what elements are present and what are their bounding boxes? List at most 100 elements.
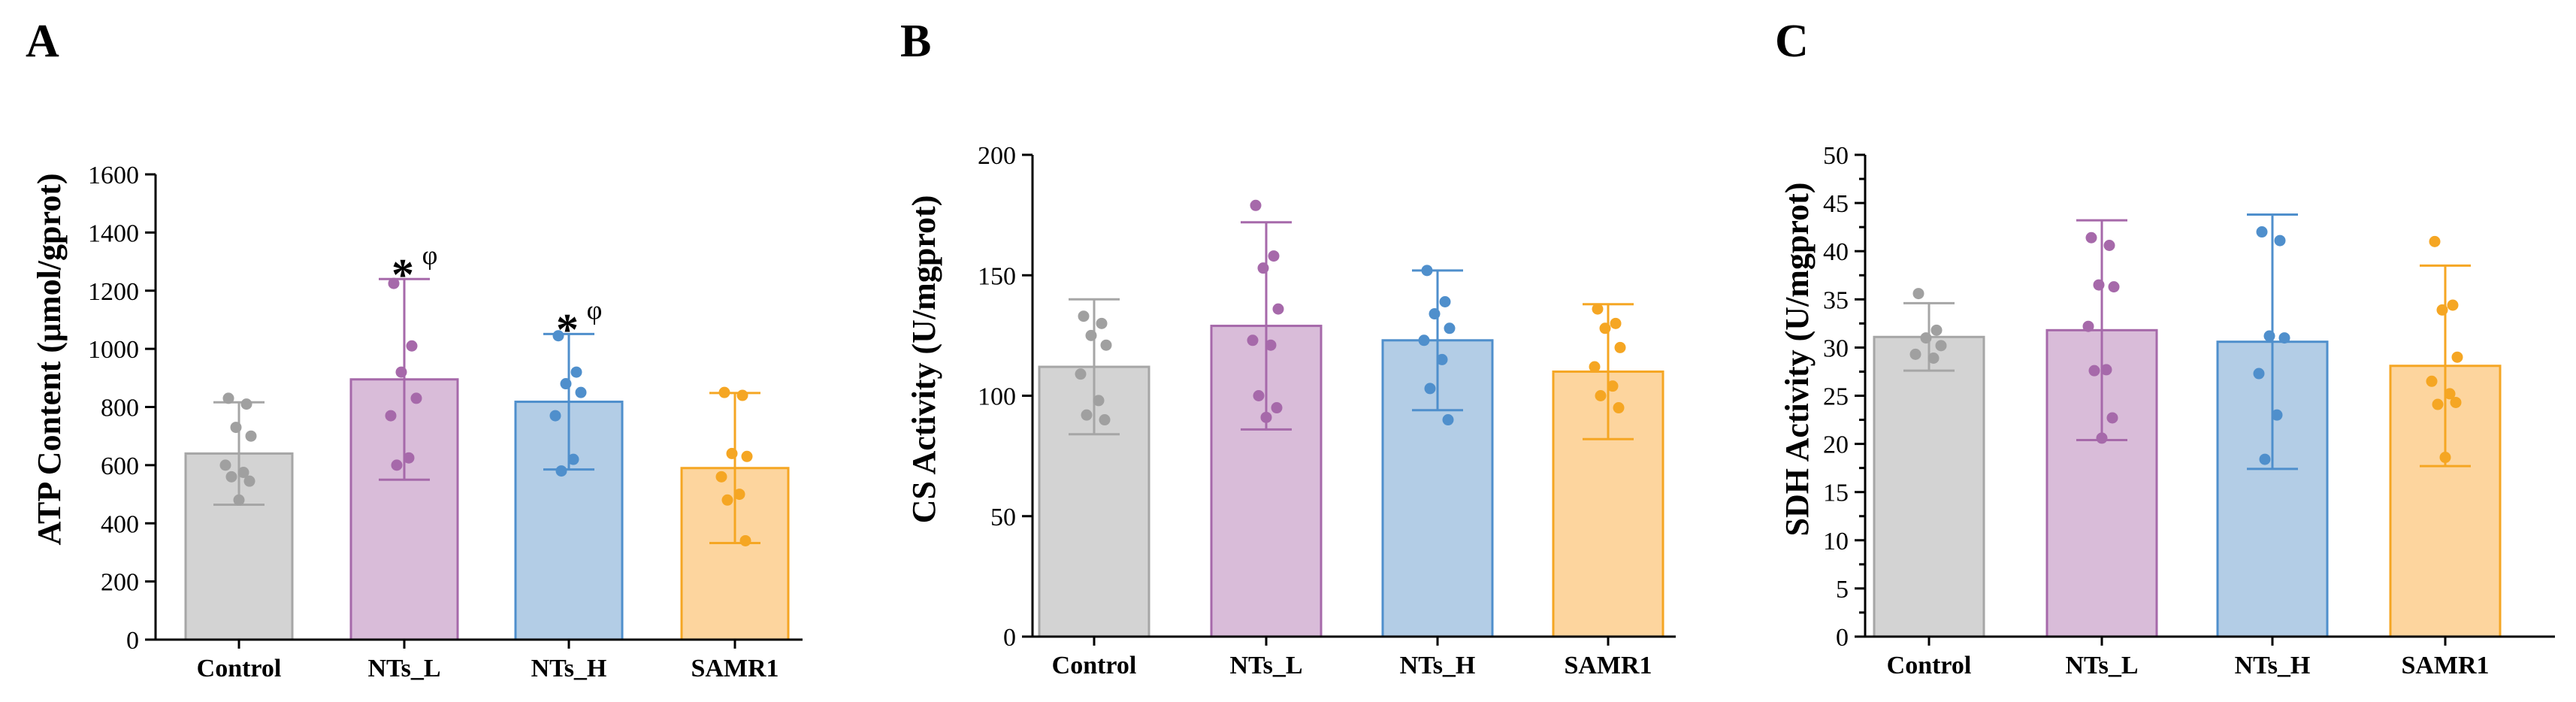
x-tick-label-samr1: SAMR1 bbox=[1564, 652, 1652, 679]
data-point bbox=[1429, 308, 1441, 320]
y-axis-title-b: CS Activity (U/mgprot) bbox=[906, 195, 942, 524]
data-point bbox=[1093, 395, 1105, 407]
data-point bbox=[739, 534, 751, 546]
x-tick-label-nts-l: NTs_L bbox=[2065, 652, 2138, 679]
y-tick-label: 200 bbox=[101, 569, 139, 597]
data-point bbox=[570, 366, 582, 378]
data-point bbox=[1589, 361, 1601, 373]
significance-phi-nts-h: φ bbox=[587, 295, 603, 325]
y-tick-label: 15 bbox=[1823, 480, 1849, 507]
panel-letter-b: B bbox=[900, 16, 931, 67]
data-point bbox=[1257, 262, 1269, 274]
data-point bbox=[1265, 339, 1277, 351]
y-tick-label: 10 bbox=[1823, 528, 1849, 555]
x-tick-label-nts-l: NTs_L bbox=[367, 655, 440, 682]
significance-star-nts-l: * bbox=[392, 250, 414, 299]
y-tick-label: 0 bbox=[1836, 624, 1849, 652]
y-tick-label: 100 bbox=[978, 383, 1016, 411]
data-point bbox=[1909, 348, 1921, 360]
bar-control bbox=[1873, 335, 1985, 638]
x-tick-label-samr1: SAMR1 bbox=[2401, 652, 2489, 679]
data-point bbox=[2444, 388, 2456, 400]
data-point bbox=[1912, 288, 1924, 300]
data-point bbox=[2278, 332, 2290, 344]
data-point bbox=[1418, 334, 1430, 346]
y-tick-label: 1600 bbox=[88, 162, 139, 189]
data-point bbox=[1081, 409, 1093, 421]
data-point bbox=[245, 430, 257, 442]
data-point bbox=[726, 447, 738, 459]
data-point bbox=[1930, 324, 1943, 336]
y-tick-label: 50 bbox=[990, 504, 1016, 531]
data-point bbox=[1247, 334, 1259, 346]
data-point bbox=[552, 330, 564, 342]
data-point bbox=[1099, 414, 1111, 426]
x-tick-label-nts-h: NTs_H bbox=[2235, 652, 2311, 679]
data-point bbox=[395, 366, 407, 378]
y-tick-label: 200 bbox=[978, 142, 1016, 170]
x-tick-label-nts-h: NTs_H bbox=[1400, 652, 1476, 679]
data-point bbox=[1613, 402, 1625, 414]
data-point bbox=[1078, 310, 1090, 322]
y-tick-label: 40 bbox=[1823, 238, 1849, 266]
y-tick-label: 600 bbox=[101, 452, 139, 480]
data-point bbox=[1250, 199, 1262, 211]
data-point bbox=[2253, 368, 2265, 380]
data-point bbox=[2088, 365, 2100, 377]
data-point bbox=[2447, 299, 2459, 311]
data-point bbox=[2450, 396, 2462, 408]
data-point bbox=[1096, 317, 1108, 329]
x-tick-label-nts-l: NTs_L bbox=[1229, 652, 1302, 679]
data-point bbox=[222, 392, 234, 404]
y-tick-label: 800 bbox=[101, 395, 139, 422]
y-tick-label: 1200 bbox=[88, 278, 139, 306]
data-point bbox=[2429, 235, 2441, 247]
data-point bbox=[2096, 432, 2108, 444]
panel-c: C SDH Activity (U/mgprot) 0 5 10 15 20 25 30 35… bbox=[1775, 16, 2555, 679]
y-axis-title-a: ATP Content (μmol/gprot) bbox=[31, 173, 68, 545]
data-point bbox=[736, 389, 748, 401]
data-point bbox=[2426, 375, 2438, 387]
bar-samr1 bbox=[680, 467, 790, 641]
data-point bbox=[230, 422, 242, 434]
data-point bbox=[1927, 353, 1940, 365]
data-point bbox=[1599, 322, 1611, 334]
y-tick-label: 35 bbox=[1823, 286, 1849, 314]
data-point bbox=[2271, 409, 2283, 421]
significance-star-nts-h: * bbox=[556, 304, 579, 354]
x-tick-label-control: Control bbox=[1887, 652, 1972, 679]
y-tick-label: 150 bbox=[978, 262, 1016, 290]
significance-phi-nts-l: φ bbox=[422, 240, 438, 270]
y-tick-label: 400 bbox=[101, 510, 139, 538]
panel-a: A ATP Content (μmol/gprot) 0 200 400 600 800… bbox=[26, 16, 803, 682]
data-point bbox=[1442, 414, 1454, 426]
y-tick-label: 1000 bbox=[88, 336, 139, 364]
y-tick-label: 1400 bbox=[88, 219, 139, 247]
data-point bbox=[2103, 240, 2115, 252]
panel-b: B CS Activity (U/mgprot) 0 50 100 150 200 Co… bbox=[900, 16, 1676, 679]
data-point bbox=[240, 398, 252, 410]
data-point bbox=[1085, 329, 1097, 341]
data-point bbox=[2263, 330, 2275, 342]
y-tick-label: 0 bbox=[126, 627, 139, 655]
data-point bbox=[2082, 320, 2094, 332]
data-point bbox=[243, 475, 255, 487]
data-point bbox=[410, 392, 422, 404]
data-point bbox=[2274, 235, 2286, 247]
data-point bbox=[2108, 281, 2120, 293]
data-point bbox=[1272, 303, 1284, 315]
data-point bbox=[2093, 279, 2105, 291]
data-point bbox=[1260, 411, 1272, 423]
data-point bbox=[1444, 322, 1456, 334]
data-point bbox=[1253, 390, 1265, 401]
data-point bbox=[2256, 226, 2268, 238]
data-point bbox=[2100, 364, 2112, 376]
data-point bbox=[721, 494, 733, 506]
data-point bbox=[1424, 383, 1436, 395]
x-tick-label-control: Control bbox=[1052, 652, 1137, 679]
data-point bbox=[2259, 453, 2271, 465]
data-point bbox=[741, 450, 753, 462]
data-point bbox=[1268, 250, 1280, 262]
data-point bbox=[2436, 304, 2448, 316]
